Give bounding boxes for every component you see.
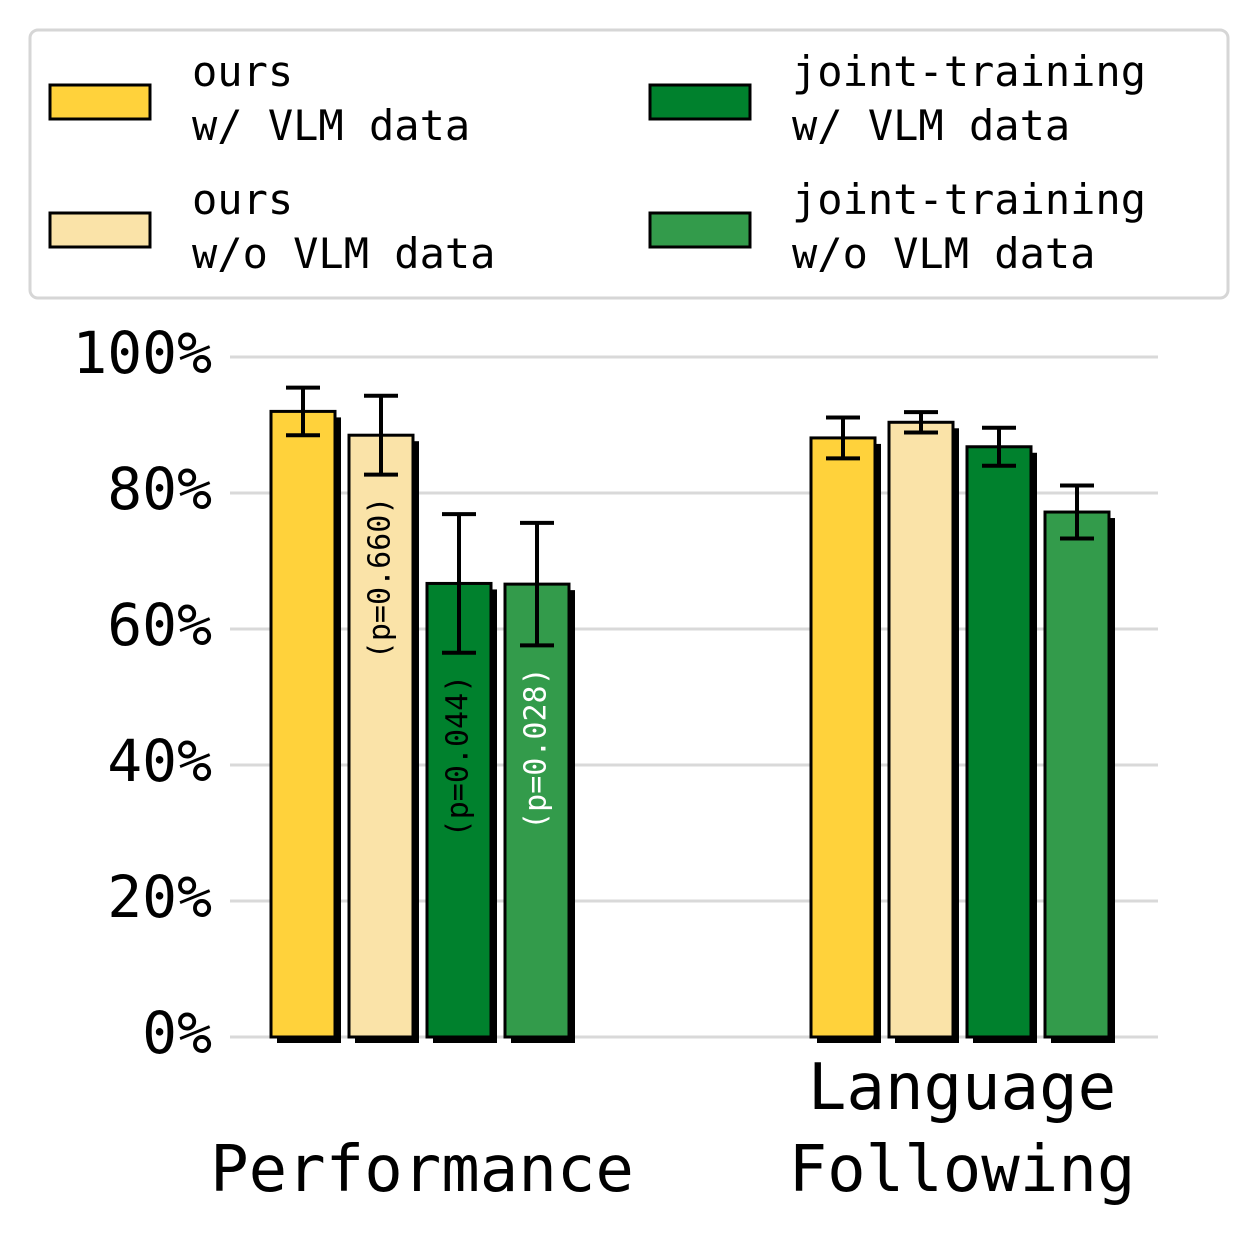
legend-box [28, 28, 1230, 300]
error-bar [286, 385, 320, 438]
bar [269, 409, 337, 1039]
error-bar [364, 393, 398, 477]
legend-label: ours w/o VLM data [192, 175, 495, 278]
error-bar [442, 512, 476, 655]
bar [887, 420, 955, 1039]
legend-swatch [648, 211, 752, 249]
p-value-note: (p=0.660) [363, 497, 398, 660]
legend-label: ours w/ VLM data [192, 47, 470, 150]
p-value-note: (p=0.044) [441, 675, 476, 838]
p-value-note: (p=0.028) [519, 667, 554, 830]
y-tick-label: 80% [107, 455, 212, 523]
error-bar [904, 410, 938, 435]
x-tick-label: Language Following [789, 1051, 1136, 1207]
y-tick-label: 40% [107, 727, 212, 795]
error-bar [1060, 483, 1094, 541]
error-bar [982, 425, 1016, 468]
y-tick-label: 60% [107, 591, 212, 659]
legend-swatch [648, 83, 752, 121]
bar [965, 445, 1033, 1039]
legend-label: joint-training w/o VLM data [792, 175, 1146, 278]
y-tick-label: 100% [72, 319, 212, 387]
legend-swatch [48, 83, 152, 121]
bar [503, 582, 571, 1039]
error-bar [520, 520, 554, 648]
bar [809, 436, 877, 1039]
legend-label: joint-training w/ VLM data [792, 47, 1146, 150]
y-tick-label: 20% [107, 863, 212, 931]
y-tick-label: 0% [142, 999, 212, 1067]
legend-swatch [48, 211, 152, 249]
bar [1043, 510, 1111, 1039]
error-bar [826, 415, 860, 461]
x-tick-label: Performance [210, 1133, 634, 1207]
